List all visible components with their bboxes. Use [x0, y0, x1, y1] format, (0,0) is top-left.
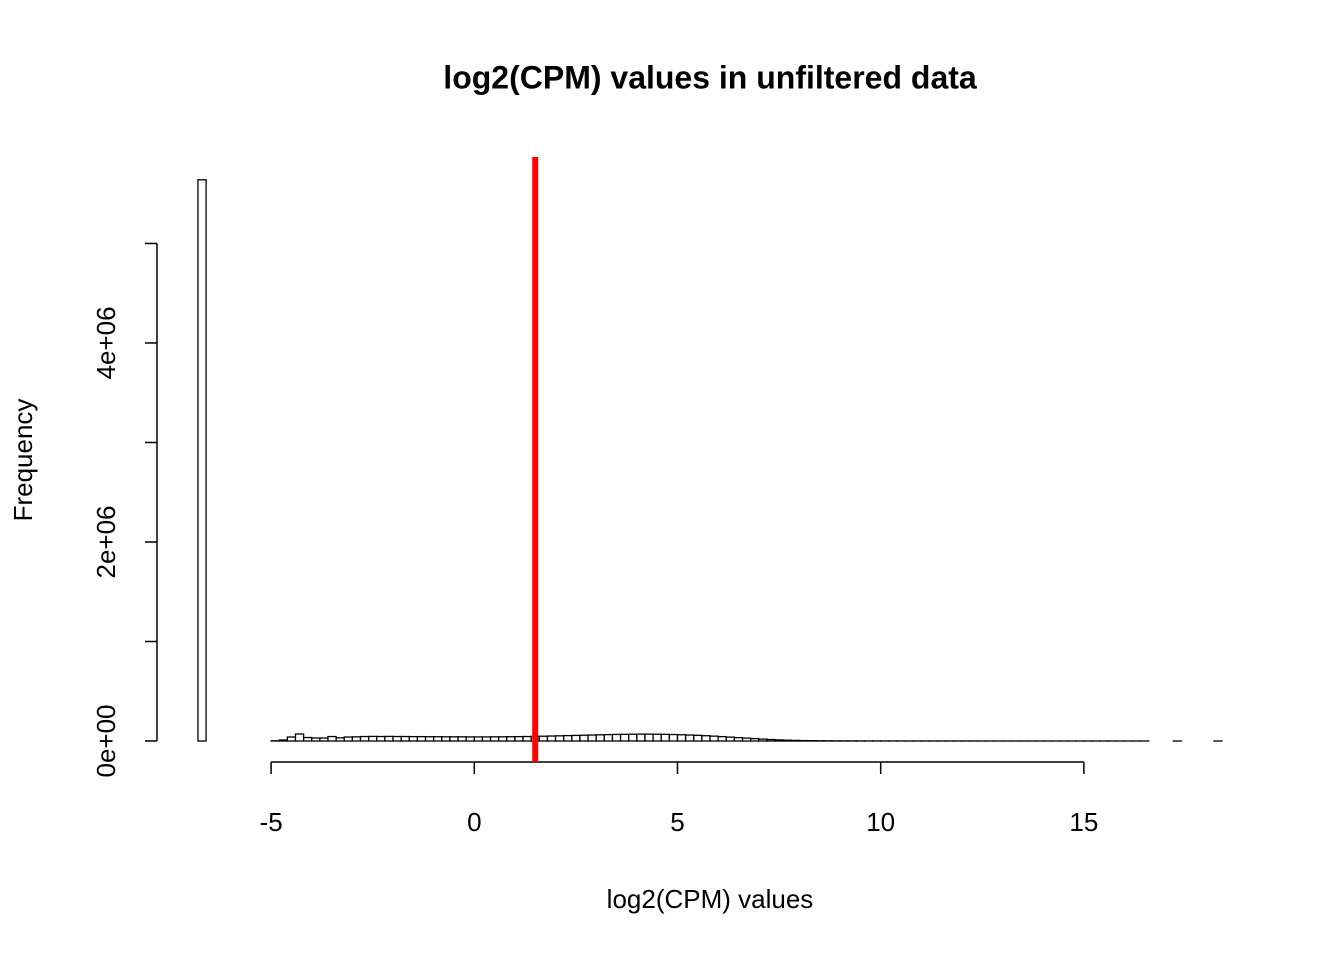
- bar: [619, 733, 630, 742]
- bar: [424, 736, 435, 742]
- bar: [465, 736, 475, 742]
- y-tick-label: 0e+00: [91, 704, 121, 777]
- bar: [286, 736, 297, 742]
- bar: [319, 737, 329, 742]
- bar: [628, 733, 638, 742]
- bar: [457, 736, 467, 742]
- bar: [546, 735, 557, 742]
- x-tick-label: 0: [467, 807, 481, 837]
- bar: [514, 735, 524, 742]
- bar: [294, 733, 305, 742]
- bar: [408, 735, 419, 742]
- bar: [709, 735, 719, 742]
- bar: [473, 736, 484, 742]
- bar: [766, 738, 776, 742]
- bar: [660, 733, 671, 742]
- bar: [725, 736, 736, 742]
- x-tick-label: -5: [260, 807, 283, 837]
- bar: [587, 734, 597, 742]
- bar: [554, 735, 565, 742]
- bar: [359, 735, 370, 742]
- bar: [701, 735, 711, 742]
- bar: [522, 735, 532, 742]
- bar: [343, 736, 354, 742]
- bar: [481, 736, 492, 742]
- bar: [717, 735, 727, 742]
- bar: [506, 736, 516, 742]
- bar: [603, 733, 614, 742]
- bar: [644, 733, 654, 742]
- bar: [595, 734, 605, 742]
- bar: [384, 735, 394, 742]
- bar: [498, 736, 508, 742]
- x-tick-label: 10: [866, 807, 895, 837]
- y-tick-label: 2e+06: [91, 505, 121, 578]
- bar: [571, 734, 581, 742]
- bar: [311, 737, 321, 742]
- bar: [400, 735, 410, 742]
- bar: [676, 734, 687, 742]
- bar: [433, 736, 443, 742]
- bar: [668, 733, 679, 742]
- bar: [302, 736, 313, 742]
- bar: [782, 739, 792, 742]
- bar: [197, 179, 207, 742]
- bar: [758, 738, 768, 742]
- bar: [392, 735, 402, 742]
- x-tick-label: 5: [670, 807, 684, 837]
- bar: [749, 737, 760, 742]
- bar: [563, 734, 573, 742]
- bar: [376, 735, 386, 742]
- bar: [741, 737, 752, 742]
- bar: [538, 735, 549, 742]
- bar: [441, 736, 451, 742]
- x-tick-label: 15: [1069, 807, 1098, 837]
- bar: [611, 733, 622, 742]
- y-tick-label: 4e+06: [91, 306, 121, 379]
- chart-title: log2(CPM) values in unfiltered data: [443, 59, 977, 95]
- bar: [636, 733, 646, 742]
- x-axis-label: log2(CPM) values: [607, 884, 814, 914]
- bar: [416, 735, 427, 742]
- bar: [579, 734, 589, 742]
- y-axis-label: Frequency: [8, 399, 38, 522]
- bar: [733, 736, 744, 742]
- bar: [652, 733, 662, 742]
- bar: [278, 739, 289, 742]
- bar: [351, 736, 362, 742]
- bar: [774, 739, 784, 742]
- bar: [489, 736, 500, 742]
- bar: [693, 734, 703, 742]
- bar: [335, 737, 345, 742]
- bar: [684, 734, 695, 742]
- bar: [367, 735, 378, 742]
- bar: [327, 735, 337, 742]
- bar: [449, 736, 459, 742]
- bar: [790, 739, 801, 742]
